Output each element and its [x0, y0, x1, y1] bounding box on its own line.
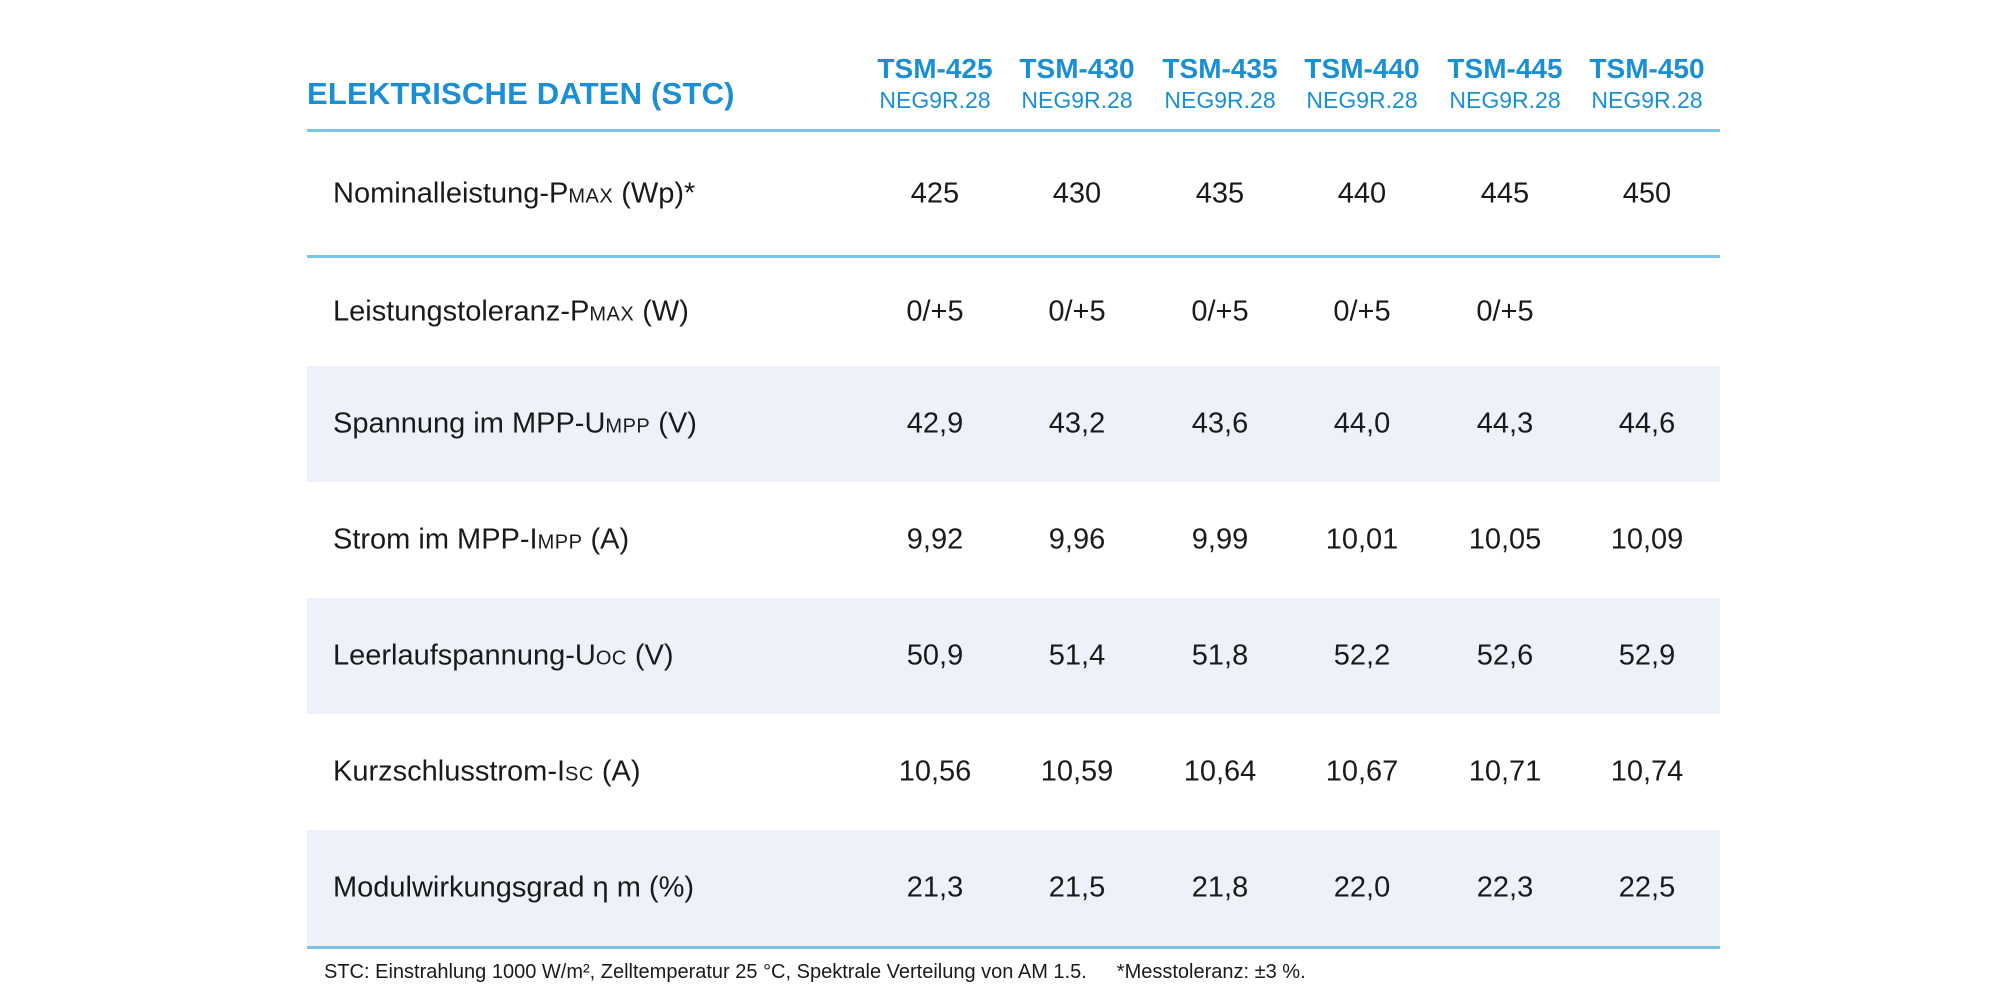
model-column-header: TSM-440 NEG9R.28 — [1290, 52, 1434, 114]
table-cell: 9,99 — [1191, 523, 1249, 556]
table-cell: 51,4 — [1048, 639, 1106, 672]
section-title: ELEKTRISCHE DATEN (STC) — [307, 76, 735, 111]
table-cell: 44,6 — [1618, 407, 1676, 440]
model-variant: NEG9R.28 — [879, 87, 991, 113]
model-column-header: TSM-430 NEG9R.28 — [1005, 52, 1149, 114]
table-cell: 10,05 — [1468, 523, 1542, 556]
table-cell: 450 — [1622, 177, 1672, 209]
table-cell: 435 — [1195, 177, 1245, 209]
table-row-mpp-voltage: Spannung im MPP-UMPP (V) 42,9 43,2 43,6 … — [307, 366, 1720, 482]
table-cell: 440 — [1337, 177, 1387, 209]
table-cell: 425 — [910, 177, 960, 209]
table-cell: 10,74 — [1610, 755, 1684, 788]
table-cell: 10,67 — [1325, 755, 1399, 788]
table-cell: 9,92 — [906, 523, 964, 556]
table-cell: 0/+5 — [1476, 295, 1534, 328]
table-cell: 0/+5 — [906, 295, 964, 328]
table-row-nominal-power: Nominalleistung-PMAX (Wp)* 425 430 435 4… — [307, 132, 1720, 258]
table-cell: 10,64 — [1183, 755, 1257, 788]
table-cell: 10,71 — [1468, 755, 1542, 788]
row-label: Nominalleistung-PMAX (Wp)* — [333, 177, 696, 209]
row-label: Strom im MPP-IMPP (A) — [333, 523, 630, 556]
table-cell: 21,3 — [906, 871, 964, 904]
table-cell: 430 — [1052, 177, 1102, 209]
model-name: TSM-435 — [1162, 53, 1278, 84]
table-cell: 445 — [1480, 177, 1530, 209]
model-column-header: TSM-445 NEG9R.28 — [1433, 52, 1577, 114]
table-cell: 10,09 — [1610, 523, 1684, 556]
table-cell: 43,6 — [1191, 407, 1249, 440]
model-name: TSM-430 — [1019, 53, 1135, 84]
row-label: Leerlaufspannung-UOC (V) — [333, 639, 674, 672]
table-cell: 44,0 — [1333, 407, 1391, 440]
table-row-mpp-current: Strom im MPP-IMPP (A) 9,92 9,96 9,99 10,… — [307, 482, 1720, 598]
model-name: TSM-425 — [877, 53, 993, 84]
table-cell: 52,6 — [1476, 639, 1534, 672]
table-cell: 44,3 — [1476, 407, 1534, 440]
table-header: ELEKTRISCHE DATEN (STC) TSM-425 NEG9R.28… — [307, 0, 1720, 132]
table-cell: 21,8 — [1191, 871, 1249, 904]
model-variant: NEG9R.28 — [1591, 87, 1703, 113]
table-row-module-efficiency: Modulwirkungsgrad η m (%) 21,3 21,5 21,8… — [307, 830, 1720, 949]
table-cell: 51,8 — [1191, 639, 1249, 672]
table-cell: 10,01 — [1325, 523, 1399, 556]
table-cell: 0/+5 — [1333, 295, 1391, 328]
table-cell: 42,9 — [906, 407, 964, 440]
table-cell: 52,2 — [1333, 639, 1391, 672]
model-variant: NEG9R.28 — [1449, 87, 1561, 113]
table-cell: 50,9 — [906, 639, 964, 672]
table-row-open-circuit-voltage: Leerlaufspannung-UOC (V) 50,9 51,4 51,8 … — [307, 598, 1720, 714]
table-cell: 21,5 — [1048, 871, 1106, 904]
footnote-stc: STC: Einstrahlung 1000 W/m², Zelltempera… — [324, 961, 1087, 983]
table-cell: 22,5 — [1618, 871, 1676, 904]
table-cell: 22,3 — [1476, 871, 1534, 904]
model-column-header: TSM-425 NEG9R.28 — [863, 52, 1007, 114]
model-variant: NEG9R.28 — [1164, 87, 1276, 113]
model-name: TSM-440 — [1304, 53, 1420, 84]
footnote: STC: Einstrahlung 1000 W/m², Zelltempera… — [324, 961, 1306, 984]
row-label: Spannung im MPP-UMPP (V) — [333, 407, 697, 440]
model-name: TSM-445 — [1447, 53, 1563, 84]
model-name: TSM-450 — [1589, 53, 1705, 84]
model-column-header: TSM-450 NEG9R.28 — [1575, 52, 1719, 114]
model-variant: NEG9R.28 — [1021, 87, 1133, 113]
model-column-header: TSM-435 NEG9R.28 — [1148, 52, 1292, 114]
table-row-power-tolerance: Leistungstoleranz-PMAX (W) 0/+5 0/+5 0/+… — [307, 258, 1720, 366]
table-cell: 43,2 — [1048, 407, 1106, 440]
table-cell: 22,0 — [1333, 871, 1391, 904]
row-label: Leistungstoleranz-PMAX (W) — [333, 295, 689, 328]
footnote-tolerance: *Messtoleranz: ±3 %. — [1116, 961, 1306, 983]
model-variant: NEG9R.28 — [1306, 87, 1418, 113]
row-label: Kurzschlusstrom-ISC (A) — [333, 755, 641, 788]
table-row-short-circuit-current: Kurzschlusstrom-ISC (A) 10,56 10,59 10,6… — [307, 714, 1720, 830]
table-cell: 0/+5 — [1048, 295, 1106, 328]
table-cell: 10,59 — [1040, 755, 1114, 788]
table-cell: 9,96 — [1048, 523, 1106, 556]
table-cell: 10,56 — [898, 755, 972, 788]
electrical-data-table: ELEKTRISCHE DATEN (STC) TSM-425 NEG9R.28… — [307, 0, 1720, 1000]
table-cell: 52,9 — [1618, 639, 1676, 672]
table-cell: 0/+5 — [1191, 295, 1249, 328]
row-label: Modulwirkungsgrad η m (%) — [333, 871, 695, 904]
